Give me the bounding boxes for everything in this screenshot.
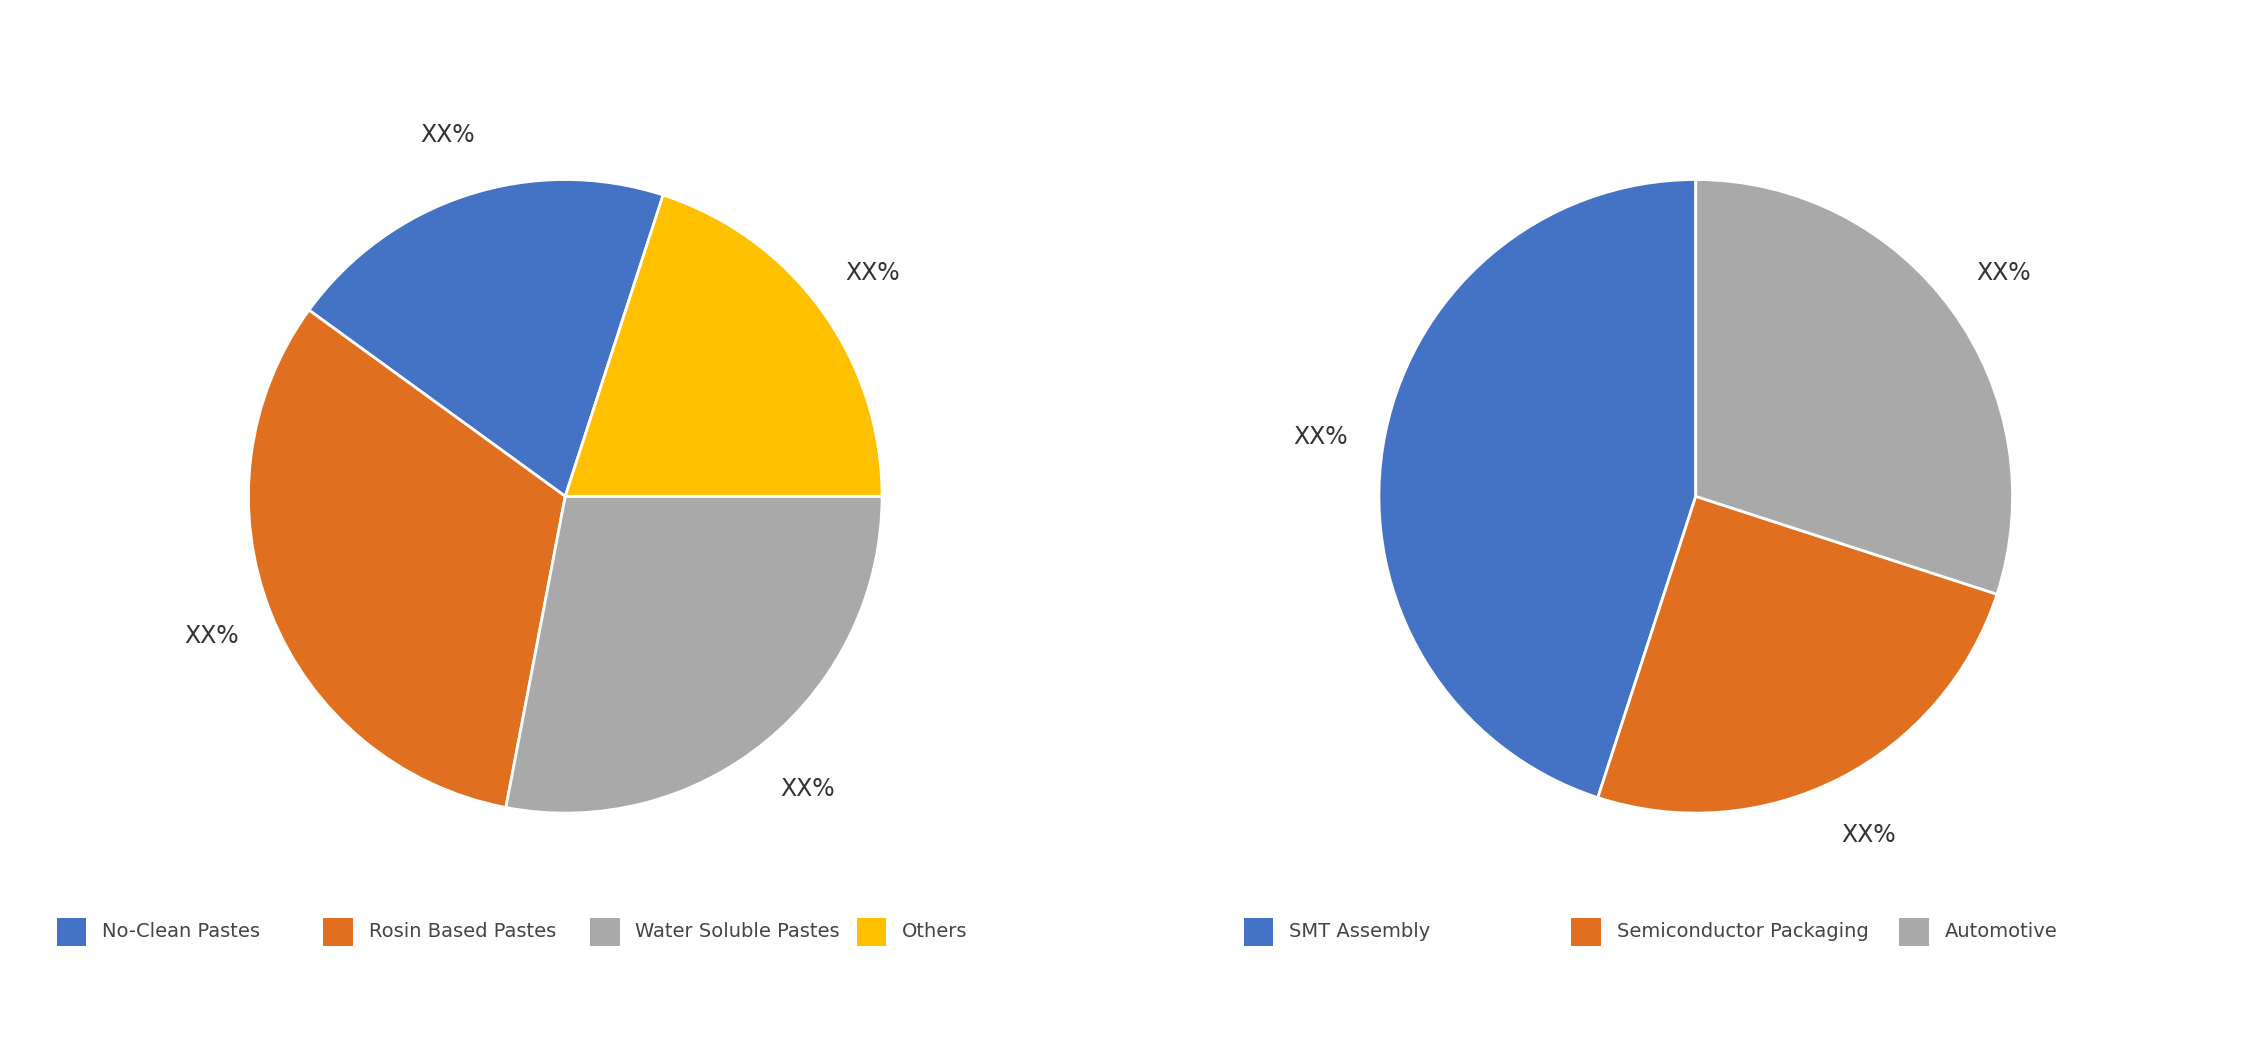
- Text: Email: sales@theindustrystats.com: Email: sales@theindustrystats.com: [922, 1008, 1339, 1027]
- Text: XX%: XX%: [1293, 425, 1348, 449]
- Text: Fig. Global Die Attach Paste Market Share by Product Types & Application: Fig. Global Die Attach Paste Market Shar…: [27, 42, 1361, 74]
- Text: XX%: XX%: [846, 261, 900, 285]
- Wedge shape: [1599, 496, 1996, 813]
- Text: SMT Assembly: SMT Assembly: [1289, 923, 1429, 941]
- Bar: [1571, 918, 1601, 946]
- Text: XX%: XX%: [1840, 823, 1895, 847]
- Wedge shape: [1379, 180, 1696, 797]
- Bar: [323, 918, 353, 946]
- Text: No-Clean Pastes: No-Clean Pastes: [102, 923, 260, 941]
- Bar: [57, 918, 86, 946]
- Text: Rosin Based Pastes: Rosin Based Pastes: [369, 923, 556, 941]
- Text: XX%: XX%: [421, 122, 475, 147]
- Wedge shape: [1696, 180, 2012, 595]
- Text: XX%: XX%: [780, 777, 834, 802]
- Bar: [590, 918, 620, 946]
- Text: XX%: XX%: [1976, 261, 2030, 285]
- Wedge shape: [249, 310, 565, 808]
- Bar: [857, 918, 886, 946]
- Text: Source: Theindustrystats Analysis: Source: Theindustrystats Analysis: [27, 1008, 430, 1027]
- Text: Water Soluble Pastes: Water Soluble Pastes: [635, 923, 841, 941]
- Bar: [1899, 918, 1929, 946]
- Text: XX%: XX%: [185, 624, 240, 648]
- Wedge shape: [565, 195, 882, 496]
- Wedge shape: [506, 496, 882, 813]
- Wedge shape: [310, 180, 662, 496]
- Text: Others: Others: [902, 923, 968, 941]
- Text: Semiconductor Packaging: Semiconductor Packaging: [1617, 923, 1868, 941]
- Text: Automotive: Automotive: [1944, 923, 2058, 941]
- Bar: [1244, 918, 1273, 946]
- Text: Website: www.theindustrystats.com: Website: www.theindustrystats.com: [1807, 1008, 2234, 1027]
